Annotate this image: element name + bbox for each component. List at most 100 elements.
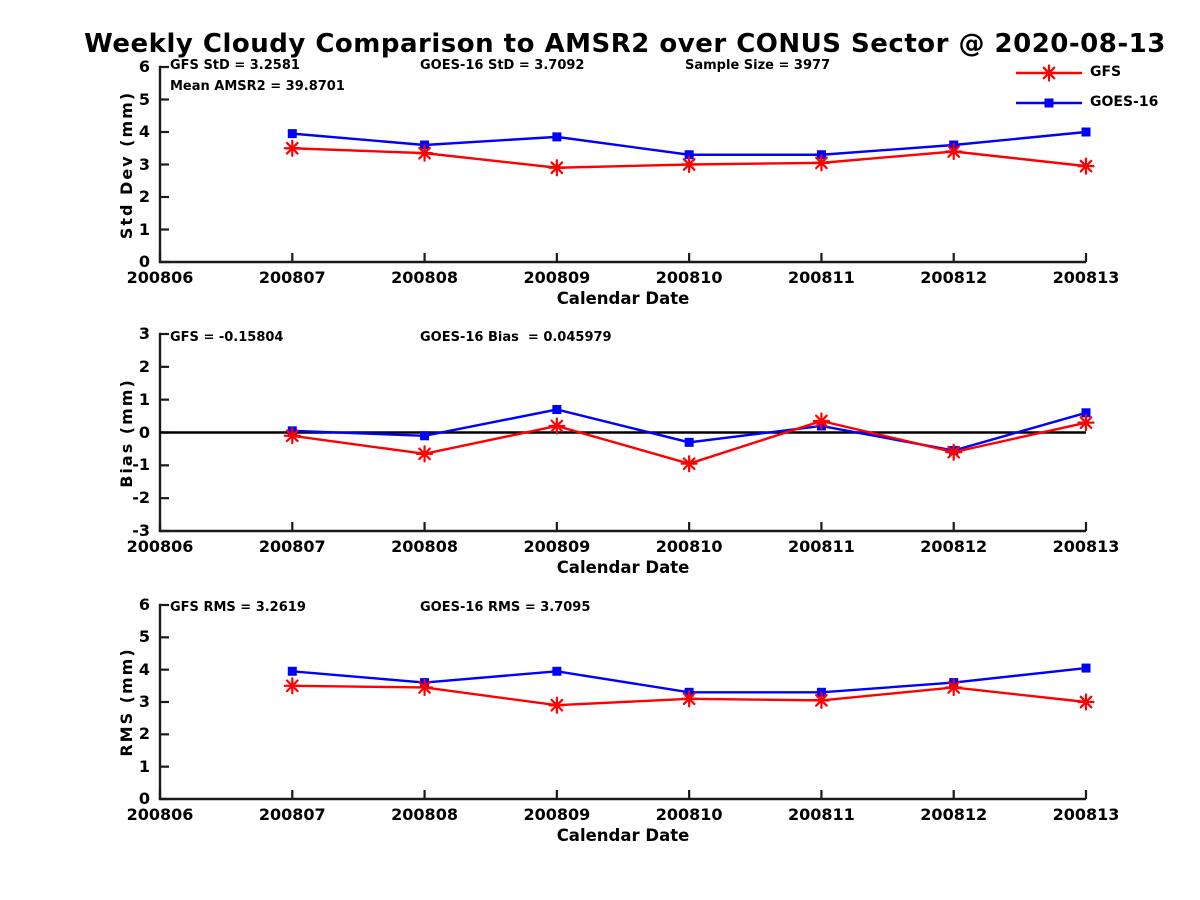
square-marker-icon: [552, 405, 562, 415]
y-tick-label: 3: [138, 154, 150, 174]
annotation-gfs-std: GFS StD = 3.2581: [170, 58, 300, 73]
asterisk-marker-icon: [680, 155, 698, 174]
y-tick-label: 1: [138, 756, 150, 776]
legend-goes16-sample: [1016, 98, 1082, 108]
y-tick-label: 3: [138, 692, 150, 711]
legend-gfs-sample: [1016, 64, 1082, 82]
series-gfs-bias: [283, 412, 1095, 473]
asterisk-marker-icon: [1040, 64, 1058, 82]
asterisk-marker-icon: [812, 691, 831, 709]
y-tick-label: -1: [132, 455, 150, 475]
x-tick-label: 200809: [523, 805, 591, 824]
y-tick-label: 4: [138, 659, 150, 679]
asterisk-marker-icon: [945, 142, 963, 161]
asterisk-marker-icon: [283, 139, 301, 157]
asterisk-marker-icon: [680, 455, 698, 473]
square-marker-icon: [552, 132, 562, 142]
x-tick-label: 200813: [1052, 805, 1120, 824]
x-tick-label: 200809: [523, 268, 591, 287]
x-tick-label: 200811: [788, 537, 855, 556]
series-gfs-rms: [283, 677, 1095, 714]
asterisk-marker-icon: [548, 159, 566, 177]
square-marker-icon: [684, 150, 694, 160]
annotation-mean-amsr2: Mean AMSR2 = 39.8701: [170, 79, 345, 94]
panel-rms-axes: [158, 603, 1088, 801]
panel-std_dev-axes: [158, 65, 1088, 264]
x-tick-label: 200810: [655, 537, 723, 556]
annotation-sample-size: Sample Size = 3977: [685, 58, 831, 73]
x-tick-label: 200806: [126, 805, 194, 824]
y-tick-label: 0: [138, 252, 150, 271]
annotation-goes-rms: GOES-16 RMS = 3.7095: [420, 600, 591, 615]
legend-label-goes16: GOES-16: [1090, 94, 1159, 110]
asterisk-marker-icon: [945, 678, 963, 697]
asterisk-marker-icon: [945, 443, 963, 461]
y-tick-label: 2: [138, 724, 150, 744]
square-marker-icon: [1081, 127, 1091, 137]
asterisk-marker-icon: [1077, 157, 1095, 175]
x-tick-label: 200811: [788, 268, 855, 287]
x-tick-label: 200808: [391, 268, 458, 287]
x-axis-label: Calendar Date: [556, 826, 690, 845]
x-tick-label: 200813: [1052, 537, 1120, 556]
asterisk-marker-icon: [1077, 414, 1095, 432]
square-marker-icon: [287, 129, 297, 139]
y-tick-label: 4: [138, 122, 150, 141]
asterisk-marker-icon: [548, 696, 566, 714]
square-marker-icon: [1044, 98, 1054, 108]
x-axis-label: Calendar Date: [556, 289, 690, 308]
x-tick-label: 200806: [126, 537, 194, 556]
y-tick-label: 6: [138, 57, 150, 76]
y-tick-label: 6: [138, 595, 150, 614]
series-gfs-std_dev: [283, 139, 1095, 177]
x-tick-label: 200806: [126, 268, 194, 287]
square-marker-icon: [684, 437, 694, 447]
y-tick-label: 2: [138, 187, 150, 206]
y-tick-label: -2: [132, 488, 150, 508]
square-marker-icon: [420, 431, 430, 441]
x-tick-label: 200813: [1052, 268, 1120, 287]
y-tick-label: 0: [138, 789, 150, 808]
y-tick-label: 5: [138, 89, 150, 109]
asterisk-marker-icon: [1077, 693, 1095, 711]
x-tick-label: 200808: [391, 537, 458, 556]
y-axis-label: Bias (mm): [117, 377, 136, 488]
x-tick-label: 200812: [920, 537, 988, 556]
asterisk-marker-icon: [415, 678, 434, 697]
x-tick-label: 200811: [788, 805, 855, 824]
legend-label-gfs: GFS: [1090, 64, 1122, 80]
asterisk-marker-icon: [415, 144, 434, 162]
asterisk-marker-icon: [812, 412, 831, 430]
y-axis-label: Std Dev (mm): [117, 90, 136, 239]
square-marker-icon: [287, 666, 297, 676]
y-tick-label: 1: [138, 389, 150, 409]
annotation-goes-bias: GOES-16 Bias = 0.045979: [420, 330, 612, 345]
x-axis-label: Calendar Date: [556, 558, 690, 577]
x-tick-label: 200810: [655, 805, 723, 824]
y-tick-label: -3: [132, 521, 150, 540]
asterisk-marker-icon: [283, 677, 301, 695]
asterisk-marker-icon: [812, 154, 831, 172]
asterisk-marker-icon: [548, 417, 566, 435]
y-tick-label: 2: [138, 356, 150, 376]
asterisk-marker-icon: [680, 690, 698, 708]
annotation-gfs-bias: GFS = -0.15804: [170, 330, 284, 345]
asterisk-marker-icon: [283, 427, 301, 445]
asterisk-marker-icon: [415, 445, 434, 463]
y-tick-label: 3: [138, 324, 150, 343]
x-tick-label: 200807: [258, 805, 326, 824]
y-axis-label: RMS (mm): [117, 647, 136, 757]
x-tick-label: 200809: [523, 537, 591, 556]
x-tick-label: 200812: [920, 268, 988, 287]
x-tick-label: 200812: [920, 805, 988, 824]
x-tick-label: 200807: [258, 268, 326, 287]
annotation-goes-std: GOES-16 StD = 3.7092: [420, 58, 585, 73]
annotation-gfs-rms: GFS RMS = 3.2619: [170, 600, 306, 615]
chart-title: Weekly Cloudy Comparison to AMSR2 over C…: [84, 29, 1166, 59]
square-marker-icon: [1081, 408, 1091, 418]
y-tick-label: 5: [138, 627, 150, 647]
square-marker-icon: [1081, 663, 1091, 673]
